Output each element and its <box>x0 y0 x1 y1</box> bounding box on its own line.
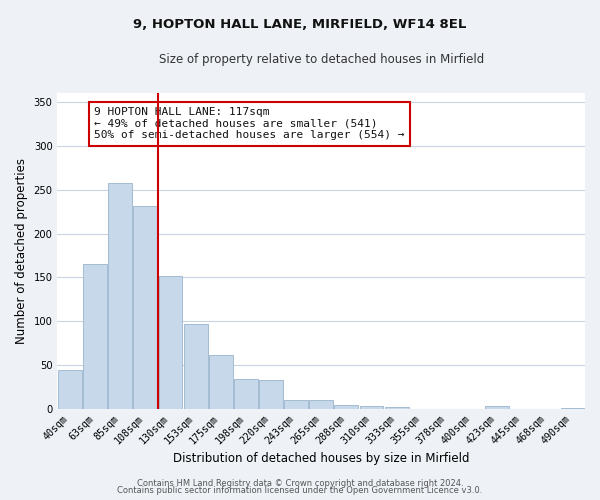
Bar <box>58 370 82 409</box>
X-axis label: Distribution of detached houses by size in Mirfield: Distribution of detached houses by size … <box>173 452 469 465</box>
Bar <box>284 400 308 409</box>
Bar <box>259 380 283 409</box>
Bar <box>184 324 208 409</box>
Bar <box>133 206 157 409</box>
Bar <box>485 406 509 409</box>
Bar <box>108 182 132 409</box>
Title: Size of property relative to detached houses in Mirfield: Size of property relative to detached ho… <box>158 52 484 66</box>
Bar <box>334 404 358 409</box>
Bar <box>83 264 107 409</box>
Bar <box>560 408 584 409</box>
Text: 9, HOPTON HALL LANE, MIRFIELD, WF14 8EL: 9, HOPTON HALL LANE, MIRFIELD, WF14 8EL <box>133 18 467 30</box>
Bar <box>309 400 333 409</box>
Text: Contains public sector information licensed under the Open Government Licence v3: Contains public sector information licen… <box>118 486 482 495</box>
Bar <box>385 408 409 409</box>
Y-axis label: Number of detached properties: Number of detached properties <box>15 158 28 344</box>
Bar <box>158 276 182 409</box>
Bar <box>209 354 233 409</box>
Text: 9 HOPTON HALL LANE: 117sqm
← 49% of detached houses are smaller (541)
50% of sem: 9 HOPTON HALL LANE: 117sqm ← 49% of deta… <box>94 108 405 140</box>
Bar <box>234 379 258 409</box>
Text: Contains HM Land Registry data © Crown copyright and database right 2024.: Contains HM Land Registry data © Crown c… <box>137 478 463 488</box>
Bar <box>359 406 383 409</box>
